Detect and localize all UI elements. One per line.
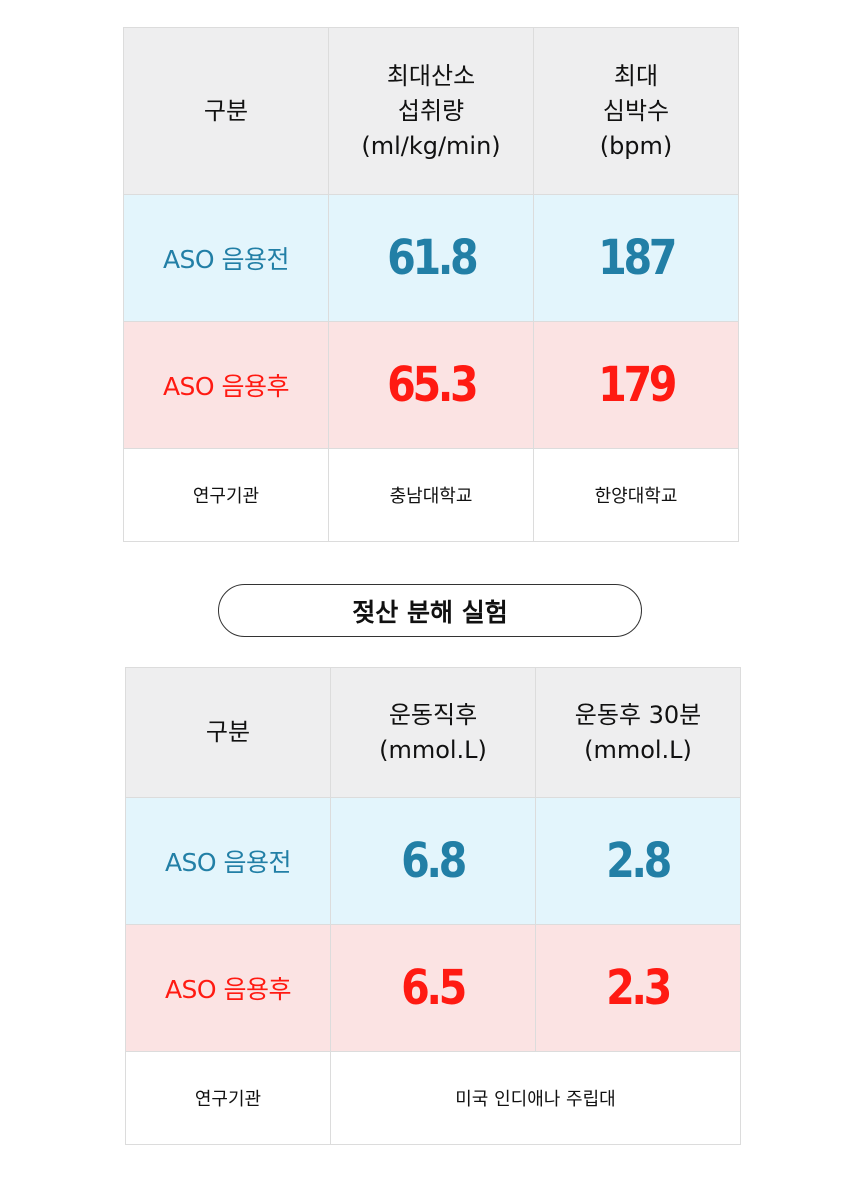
row-label-before: ASO 음용전 — [123, 194, 329, 322]
value-30min-after: 2.3 — [535, 924, 741, 1052]
value-heartrate-before: 187 — [533, 194, 739, 322]
row-label-after: ASO 음용후 — [123, 321, 329, 449]
header-category: 구분 — [125, 667, 331, 798]
section-title-lactate-test: 젖산 분해 실험 — [218, 584, 642, 637]
header-max-heart-rate: 최대 심박수 (bpm) — [533, 27, 739, 195]
table-row-before: ASO 음용전 61.8 187 — [123, 194, 739, 322]
table-header-row: 구분 운동직후 (mmol.L) 운동후 30분 (mmol.L) — [125, 667, 741, 798]
value-oxygen-before: 61.8 — [328, 194, 534, 322]
table-row-before: ASO 음용전 6.8 2.8 — [125, 797, 741, 925]
header-category: 구분 — [123, 27, 329, 195]
lactate-table: 구분 운동직후 (mmol.L) 운동후 30분 (mmol.L) ASO 음용… — [125, 667, 741, 1145]
row-label-after: ASO 음용후 — [125, 924, 331, 1052]
value-oxygen-after: 65.3 — [328, 321, 534, 449]
institution-heartrate: 한양대학교 — [533, 448, 739, 542]
table-row-after: ASO 음용후 65.3 179 — [123, 321, 739, 449]
value-heartrate-after: 179 — [533, 321, 739, 449]
header-30min-after-exercise: 운동후 30분 (mmol.L) — [535, 667, 741, 798]
institution-value: 미국 인디애나 주립대 — [330, 1051, 741, 1145]
header-right-after-exercise: 운동직후 (mmol.L) — [330, 667, 536, 798]
institution-label: 연구기관 — [123, 448, 329, 542]
institution-oxygen: 충남대학교 — [328, 448, 534, 542]
header-max-oxygen-uptake: 최대산소 섭취량 (ml/kg/min) — [328, 27, 534, 195]
table-row-institution: 연구기관 미국 인디애나 주립대 — [125, 1051, 741, 1145]
table-header-row: 구분 최대산소 섭취량 (ml/kg/min) 최대 심박수 (bpm) — [123, 27, 739, 195]
value-immediate-after: 6.5 — [330, 924, 536, 1052]
row-label-before: ASO 음용전 — [125, 797, 331, 925]
table-row-after: ASO 음용후 6.5 2.3 — [125, 924, 741, 1052]
oxygen-heartrate-table: 구분 최대산소 섭취량 (ml/kg/min) 최대 심박수 (bpm) ASO… — [123, 27, 739, 542]
value-immediate-before: 6.8 — [330, 797, 536, 925]
value-30min-before: 2.8 — [535, 797, 741, 925]
institution-label: 연구기관 — [125, 1051, 331, 1145]
table-row-institution: 연구기관 충남대학교 한양대학교 — [123, 448, 739, 542]
